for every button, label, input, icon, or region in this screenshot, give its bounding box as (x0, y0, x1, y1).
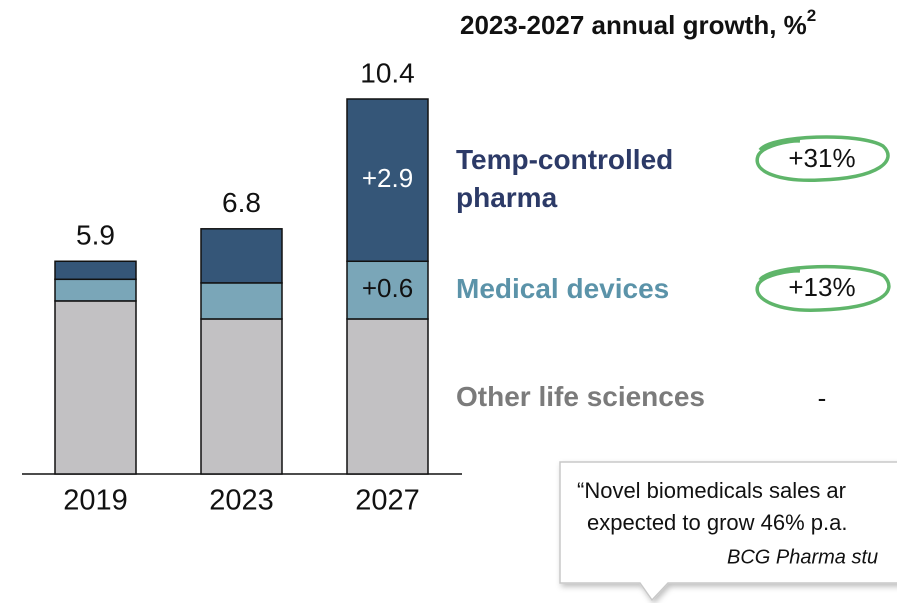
series-label: Medical devices (456, 273, 670, 304)
bar-segment (346, 98, 429, 263)
total-label: 5.9 (76, 220, 115, 251)
growth-title-footnote: 2 (807, 6, 816, 25)
x-tick-label: 2023 (209, 485, 274, 517)
growth-value: +13% (788, 272, 855, 302)
bar-segment (54, 300, 137, 475)
bar-segment (54, 260, 137, 281)
bar-segment (200, 318, 283, 475)
total-label: 6.8 (222, 187, 261, 218)
series-label: Temp-controlled pharma (456, 144, 674, 213)
bar-segment (200, 282, 283, 320)
bar-segment (54, 278, 137, 302)
bar-segment (346, 318, 429, 475)
x-tick-label: 2019 (63, 485, 128, 517)
x-tick-label: 2027 (355, 485, 420, 517)
segment-label: +2.9 (362, 163, 413, 193)
series-label: Other life sciences (456, 381, 706, 412)
quote-line: “Novel biomedicals sales ar (577, 478, 846, 503)
callout-box (559, 461, 897, 602)
growth-value: +31% (788, 143, 855, 173)
bar-segment (200, 228, 283, 284)
growth-title-text: 2023-2027 annual growth, % (460, 10, 807, 40)
quote-source: BCG Pharma stu (727, 546, 878, 568)
highlight-scribble (755, 135, 890, 182)
bar-segment (346, 260, 429, 320)
growth-value: - (818, 383, 827, 413)
segment-label: +0.6 (362, 273, 413, 303)
total-label: 10.4 (360, 57, 415, 88)
growth-title: 2023-2027 annual growth, %2 (460, 6, 816, 39)
quote-line: expected to grow 46% p.a. (587, 510, 848, 535)
highlight-scribble (755, 264, 891, 312)
